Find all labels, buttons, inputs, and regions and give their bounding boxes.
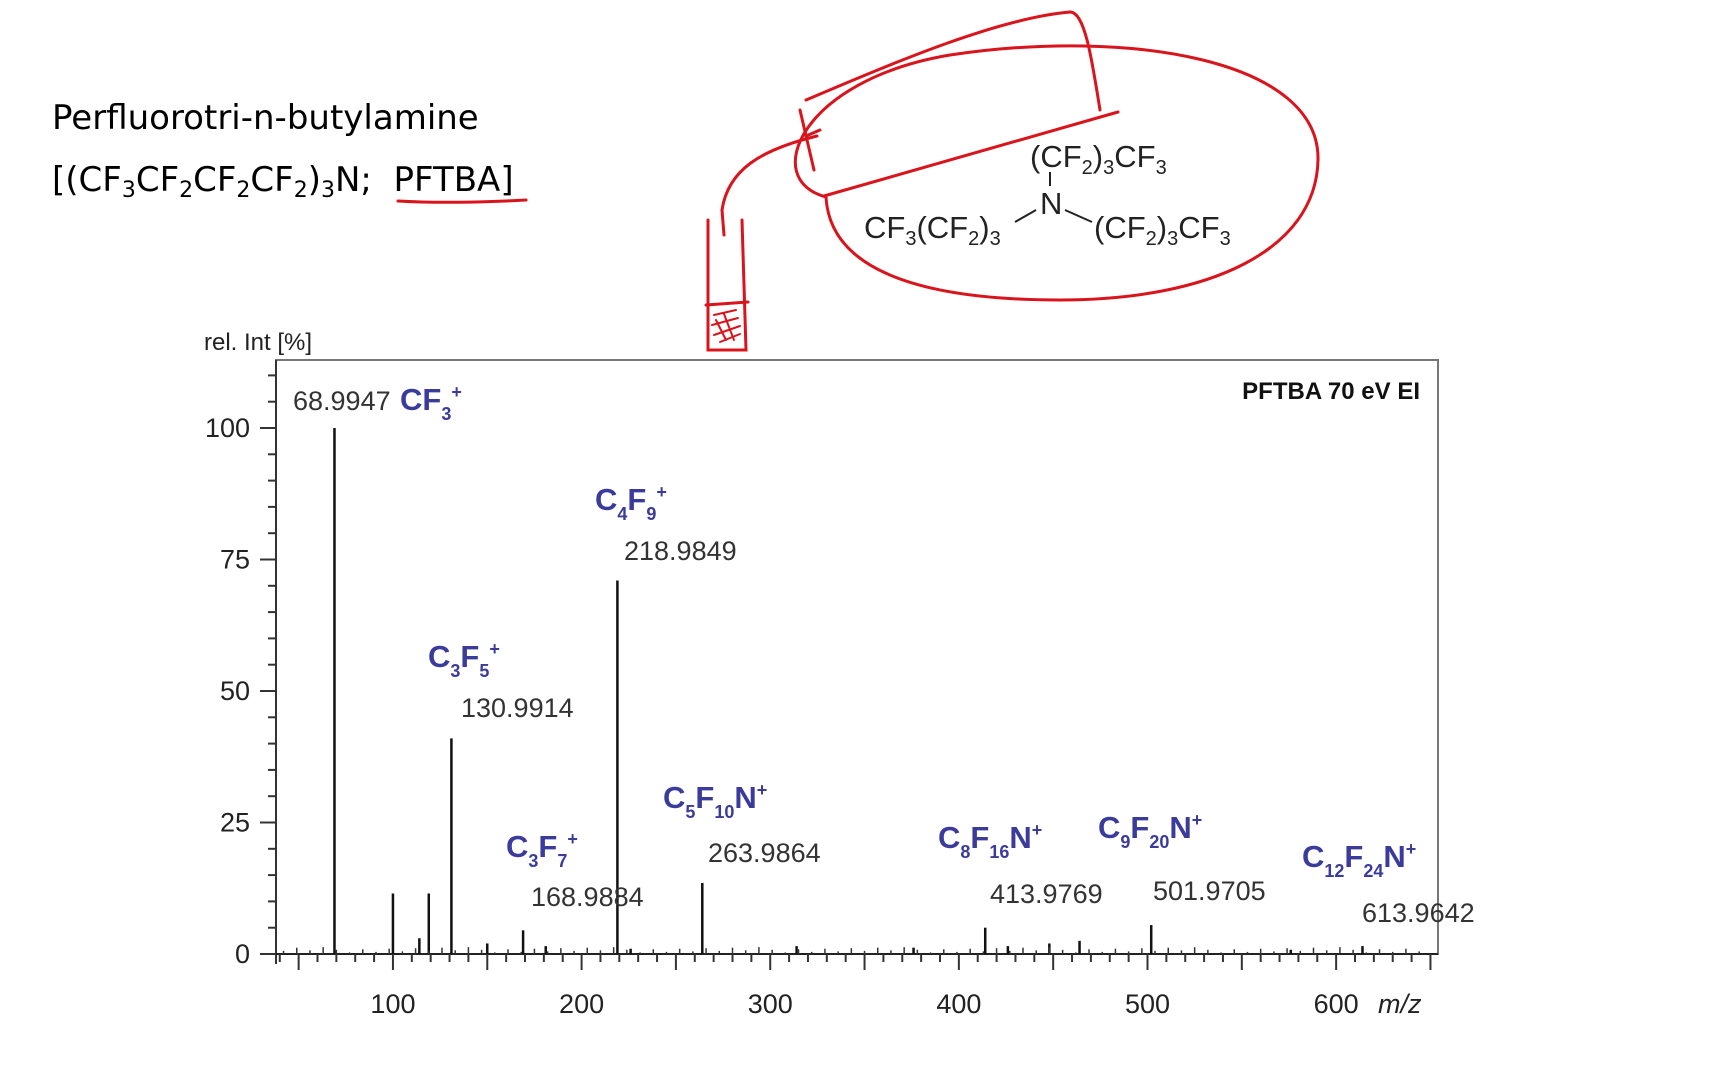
- formula-n: N;: [334, 160, 372, 200]
- peak-labels: 68.9947 CF3+ 130.9914 C3F5+ 168.9884 C3F7+ 218…: [293, 382, 1475, 928]
- y-tick-label: 0: [235, 939, 250, 969]
- arrow-shaft: [720, 134, 819, 237]
- structure-circle: [793, 44, 1320, 302]
- x-tick-label: 100: [370, 989, 415, 1019]
- bond-right: [1064, 209, 1093, 223]
- peak-ion-label: C8F16N+: [938, 820, 1042, 862]
- marker-hatch: [711, 309, 741, 343]
- formula-prefix: [(CF: [52, 160, 122, 200]
- compound-name: Perfluorotri-n-butylamine: [52, 98, 479, 138]
- peaks: [282, 428, 1420, 954]
- arrow-top-stroke: [804, 10, 1102, 112]
- peak-mass-label: 218.9849: [624, 536, 737, 566]
- underline-stroke: [396, 198, 528, 204]
- peak-ion-label: C3F5+: [428, 639, 500, 681]
- abbreviation: PFTBA]: [393, 160, 514, 200]
- chemical-structure: (CF2)3CF3 N CF3(CF2)3 (CF2)3CF3: [864, 139, 1231, 250]
- peak-mass-label: 263.9864: [708, 838, 821, 868]
- formula-tail: ): [307, 160, 321, 200]
- peak-ion-label: C5F10N+: [663, 780, 767, 822]
- structure-line: [822, 110, 1120, 198]
- compound-formula: [(CF3CF2CF2CF2)3N; PFTBA]: [52, 160, 514, 203]
- x-tick-label: 300: [748, 989, 793, 1019]
- structure-right-group: (CF2)3CF3: [1094, 210, 1231, 250]
- marker-line: [704, 300, 750, 307]
- structure-top-group: (CF2)3CF3: [1030, 139, 1167, 179]
- peak-ion-label: C9F20N+: [1098, 810, 1202, 852]
- peak-mass-label: 413.9769: [990, 879, 1103, 909]
- y-tick-label: 75: [220, 545, 250, 575]
- chart-title: PFTBA 70 eV EI: [1242, 378, 1420, 405]
- y-tick-label: 50: [220, 676, 250, 706]
- axes: 0 25 50 75 100 100 200 300 400 500 600: [205, 360, 1438, 1019]
- compound-title-block: Perfluorotri-n-butylamine [(CF3CF2CF2CF2…: [52, 96, 514, 202]
- y-tick-label: 100: [205, 413, 250, 443]
- peak-ion-label: C12F24N+: [1302, 839, 1416, 881]
- x-tick-label: 600: [1314, 989, 1359, 1019]
- x-axis-label: m/z: [1378, 989, 1422, 1019]
- y-tick-label: 25: [220, 808, 250, 838]
- marker-box: [706, 218, 748, 352]
- peak-ion-label: C3F7+: [506, 829, 578, 871]
- arrow-notch: [804, 128, 822, 138]
- x-tick-label: 500: [1125, 989, 1170, 1019]
- x-tick-label: 200: [559, 989, 604, 1019]
- peak-ion-label: CF3+: [400, 382, 462, 424]
- structure-left-group: CF3(CF2)3: [864, 210, 1001, 250]
- x-tick-label: 400: [936, 989, 981, 1019]
- y-axis-label: rel. Int [%]: [204, 329, 312, 356]
- peak-mass-label: 613.9642: [1362, 898, 1475, 928]
- structure-center-atom: N: [1040, 186, 1062, 221]
- peak-mass-label: 68.9947: [293, 386, 391, 416]
- bond-left: [1014, 209, 1037, 223]
- peak-mass-label: 168.9884: [531, 882, 644, 912]
- handwritten-annotations: [396, 10, 1320, 352]
- peak-ion-label: C4F9+: [595, 482, 667, 524]
- peak-mass-label: 130.9914: [461, 693, 574, 723]
- peak-mass-label: 501.9705: [1153, 876, 1266, 906]
